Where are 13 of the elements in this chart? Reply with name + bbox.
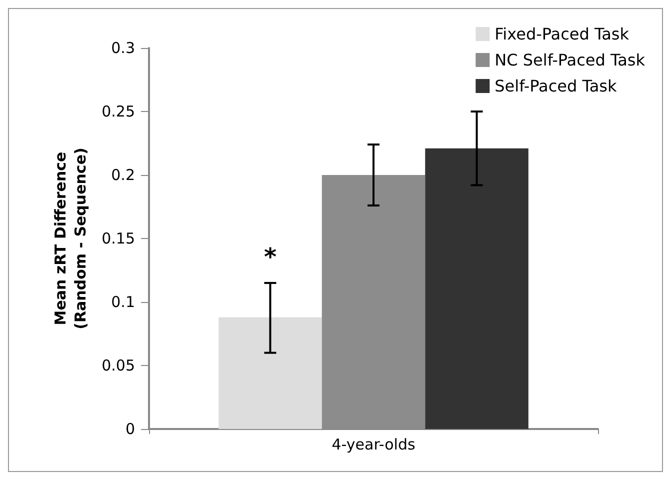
y-tick-label: 0.05 <box>102 356 135 374</box>
legend-label: NC Self-Paced Task <box>494 50 646 70</box>
y-tick-label: 0 <box>125 420 135 438</box>
y-tick-label: 0.2 <box>111 166 135 184</box>
y-tick-label: 0.1 <box>111 293 135 311</box>
legend-label: Fixed-Paced Task <box>494 24 630 44</box>
x-tick-label: 4-year-olds <box>332 436 416 454</box>
y-tick-label: 0.3 <box>111 39 135 57</box>
annotation: * <box>264 242 277 271</box>
y-tick-label: 0.25 <box>102 102 135 120</box>
y-tick-label: 0.15 <box>102 230 135 248</box>
legend-label: Self-Paced Task <box>494 76 618 96</box>
y-axis-title: Mean zRT Difference (Random - Sequence) <box>52 148 90 330</box>
